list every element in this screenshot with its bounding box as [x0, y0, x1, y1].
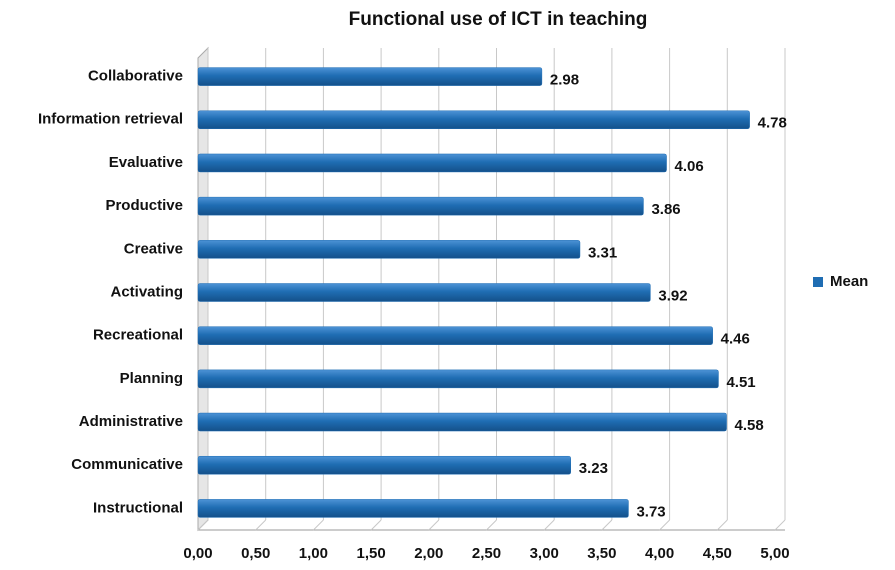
x-tick-label: 1,50: [356, 545, 385, 562]
chart-title: Functional use of ICT in teaching: [349, 9, 648, 30]
x-tick-label: 1,00: [299, 545, 328, 562]
grid-line: [313, 519, 324, 531]
bar: [197, 283, 651, 302]
value-label: 4.78: [758, 115, 787, 132]
x-tick-label: 2,50: [472, 545, 501, 562]
y-tick-label: Instructional: [93, 499, 183, 516]
legend-label: Mean: [830, 273, 868, 290]
value-label: 4.51: [726, 374, 755, 391]
x-tick-label: 0,00: [183, 545, 212, 562]
x-tick-label: 5,00: [760, 545, 789, 562]
y-tick-label: Planning: [120, 370, 183, 387]
x-tick-label: 2,00: [414, 545, 443, 562]
bar: [197, 499, 629, 518]
value-label: 3.92: [658, 287, 687, 304]
y-tick-label: Communicative: [71, 456, 183, 473]
x-tick-label: 4,00: [645, 545, 674, 562]
value-label: 4.06: [675, 158, 704, 175]
value-label: 3.23: [579, 460, 608, 477]
grid-line: [543, 519, 555, 531]
value-label: 3.86: [651, 201, 680, 218]
bar: [197, 67, 543, 86]
x-tick-label: 4,50: [703, 545, 732, 562]
y-tick-label: Information retrieval: [38, 111, 183, 128]
x-tick-label: 0,50: [241, 545, 270, 562]
y-tick-label: Productive: [105, 197, 183, 214]
grid-line: [601, 519, 613, 531]
value-label: 2.98: [550, 72, 579, 89]
grid-line: [716, 519, 728, 531]
bar: [197, 196, 644, 216]
value-label: 4.58: [735, 417, 764, 434]
grid-line: [370, 519, 382, 531]
legend-swatch: [813, 277, 823, 287]
bar: [197, 326, 713, 345]
value-label: 4.46: [721, 331, 750, 348]
bar: [197, 240, 581, 259]
grid-line: [659, 519, 670, 531]
y-tick-label: Recreational: [93, 327, 183, 344]
grid-line: [428, 519, 440, 531]
value-label: 3.73: [636, 503, 665, 520]
y-tick-label: Administrative: [79, 413, 183, 430]
grid-line: [197, 519, 209, 531]
y-tick-label: Collaborative: [88, 68, 183, 85]
y-tick-label: Activating: [110, 283, 183, 300]
y-tick-label: Evaluative: [109, 154, 183, 171]
grid-line: [486, 519, 497, 531]
bar: [197, 110, 750, 130]
bar: [197, 153, 667, 173]
grid-line: [255, 519, 267, 531]
x-tick-label: 3,00: [530, 545, 559, 562]
y-tick-label: Creative: [124, 240, 183, 257]
bar: [197, 412, 727, 432]
bar: [197, 455, 571, 475]
bar: [197, 369, 719, 389]
value-label: 3.31: [588, 244, 617, 261]
x-tick-label: 3,50: [587, 545, 616, 562]
grid-line: [774, 519, 786, 531]
